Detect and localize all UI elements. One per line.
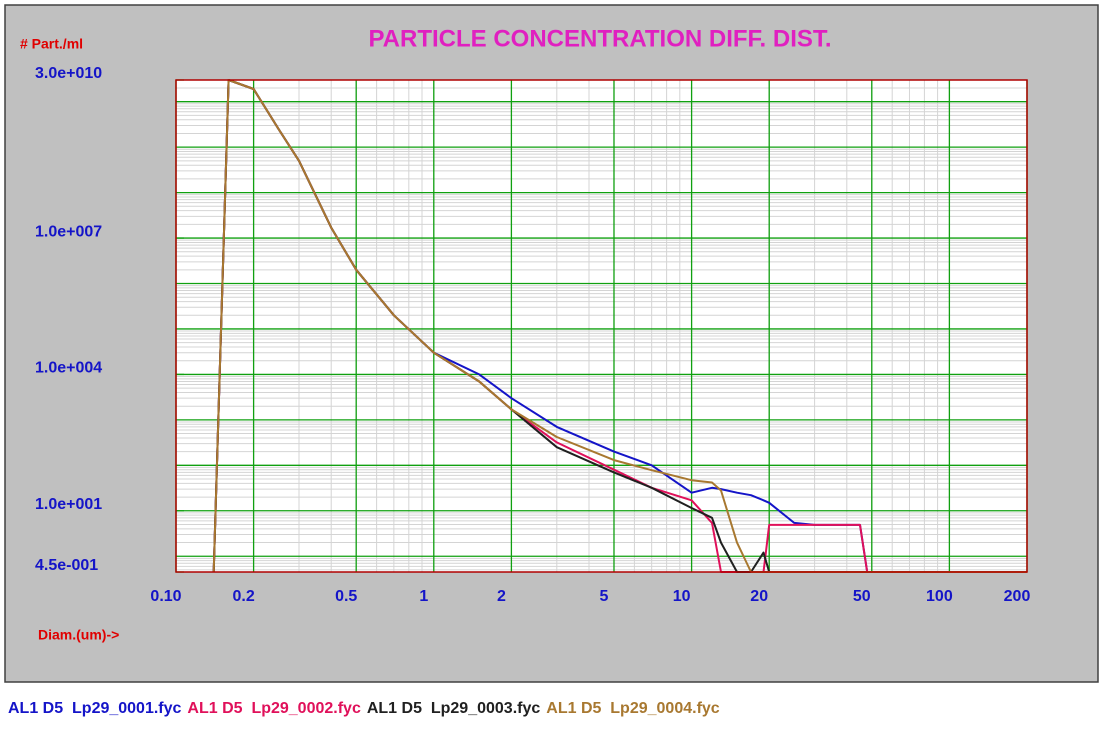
y-tick-label: 3.0e+010 bbox=[35, 65, 102, 82]
x-tick-label: 100 bbox=[926, 588, 953, 605]
x-tick-label: 0.2 bbox=[232, 588, 254, 605]
x-axis-label: Diam.(um)-> bbox=[38, 627, 119, 643]
y-tick-label: 1.0e+007 bbox=[35, 223, 102, 240]
x-tick-label: 0.5 bbox=[335, 588, 357, 605]
plot-area bbox=[176, 80, 1027, 572]
legend-entry: AL1 D5 Lp29_0002.fyc bbox=[187, 700, 361, 717]
legend-entry: AL1 D5 Lp29_0003.fyc bbox=[366, 700, 541, 717]
legend-entry: AL1 D5 Lp29_0001.fyc bbox=[8, 700, 182, 717]
x-tick-label: 0.10 bbox=[150, 588, 181, 605]
plot-border bbox=[175, 79, 1028, 573]
x-tick-label: 5 bbox=[600, 588, 609, 605]
chart-title: PARTICLE CONCENTRATION DIFF. DIST. bbox=[368, 25, 831, 52]
x-tick-label: 200 bbox=[1004, 588, 1031, 605]
y-tick-label: 1.0e+004 bbox=[35, 360, 102, 377]
legend-entry: AL1 D5 Lp29_0004.fyc bbox=[546, 700, 720, 717]
x-tick-label: 1 bbox=[419, 588, 428, 605]
legend: AL1 D5 Lp29_0001.fyc AL1 D5 Lp29_0002.fyc… bbox=[8, 700, 726, 718]
y-axis-label: # Part./ml bbox=[20, 36, 83, 52]
x-tick-label: 2 bbox=[497, 588, 506, 605]
x-tick-label: 10 bbox=[673, 588, 691, 605]
x-tick-label: 50 bbox=[853, 588, 871, 605]
y-tick-label: 1.0e+001 bbox=[35, 496, 102, 513]
y-tick-label: 4.5e-001 bbox=[35, 557, 98, 574]
x-tick-label: 20 bbox=[750, 588, 768, 605]
